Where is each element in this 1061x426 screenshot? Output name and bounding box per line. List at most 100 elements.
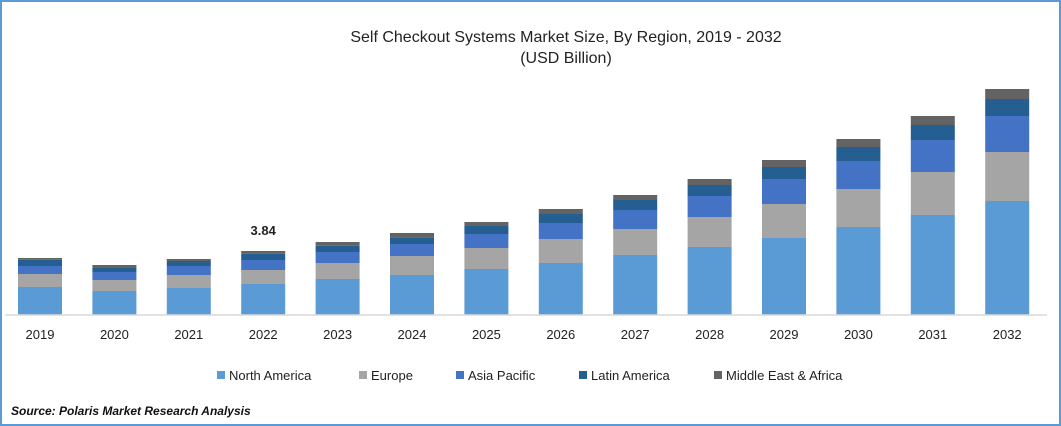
bar-segment-asia-pacific-2029	[762, 179, 806, 204]
x-tick-label-2029: 2029	[770, 327, 799, 342]
x-tick-labels: 2019 2020 2021 2022 2023 2024 2025 2026 2027 2028…	[26, 327, 1022, 342]
bar-segment-asia-pacific-2026	[538, 223, 583, 239]
bar-segment-north-america-2023	[315, 279, 360, 315]
bar-segment-latin-america-2024	[390, 237, 434, 244]
legend-label-latin-america: Latin America	[591, 368, 671, 383]
bar-segment-europe-2032	[985, 152, 1030, 201]
bar-segment-north-america-2021	[166, 288, 211, 315]
chart-subtitle: (USD Billion)	[520, 50, 612, 67]
bar-segment-europe-2030	[836, 189, 881, 227]
bar-segment-latin-america-2029	[762, 167, 806, 179]
bar-segment-europe-2027	[613, 229, 658, 255]
x-tick-label-2024: 2024	[398, 327, 427, 342]
x-tick-label-2022: 2022	[249, 327, 278, 342]
legend-swatch-latin-america	[579, 371, 587, 379]
bar-segment-middle-east-africa-2026	[538, 209, 583, 214]
legend-swatch-middle-east-africa	[714, 371, 722, 379]
bar-segment-north-america-2022	[241, 284, 286, 315]
bar-segment-latin-america-2023	[315, 245, 360, 252]
bar-segment-north-america-2020	[92, 291, 137, 315]
bar-segment-middle-east-africa-2024	[390, 233, 434, 238]
bar-segment-north-america-2028	[687, 247, 732, 315]
bar-segment-europe-2031	[910, 172, 955, 215]
bar-segment-latin-america-2021	[166, 261, 211, 266]
bar-segment-europe-2019	[18, 274, 62, 287]
bar-segment-europe-2020	[92, 280, 137, 291]
bar-segment-asia-pacific-2019	[18, 266, 62, 274]
bar-segment-north-america-2024	[390, 275, 434, 315]
bar-segment-europe-2029	[762, 204, 806, 238]
bar-segment-middle-east-africa-2028	[687, 179, 732, 185]
bar-segment-latin-america-2020	[92, 268, 137, 272]
data-label-2022: 3.84	[251, 223, 277, 238]
x-tick-label-2028: 2028	[695, 327, 724, 342]
x-tick-label-2030: 2030	[844, 327, 873, 342]
bar-segment-middle-east-africa-2023	[315, 242, 360, 246]
bar-segment-latin-america-2019	[18, 259, 62, 266]
legend: North America Europe Asia Pacific Latin Ame…	[217, 368, 843, 383]
legend-label-middle-east-africa: Middle East & Africa	[726, 368, 843, 383]
bar-segment-latin-america-2027	[613, 200, 658, 210]
bar-segment-asia-pacific-2028	[687, 196, 732, 217]
bar-segment-latin-america-2030	[836, 147, 881, 161]
x-tick-label-2027: 2027	[621, 327, 650, 342]
bar-segment-asia-pacific-2032	[985, 116, 1030, 152]
bar-segment-asia-pacific-2030	[836, 161, 881, 189]
bar-segment-middle-east-africa-2021	[166, 259, 211, 261]
bar-segment-middle-east-africa-2025	[464, 222, 509, 226]
x-tick-label-2019: 2019	[26, 327, 55, 342]
source-note: Source: Polaris Market Research Analysis	[11, 404, 251, 418]
bar-segment-asia-pacific-2022	[241, 260, 286, 270]
bar-segment-middle-east-africa-2029	[762, 160, 806, 167]
bar-segment-middle-east-africa-2032	[985, 89, 1030, 99]
legend-label-north-america: North America	[229, 368, 312, 383]
bar-segment-north-america-2026	[538, 263, 583, 315]
bar-segment-asia-pacific-2031	[910, 140, 955, 172]
x-tick-label-2023: 2023	[323, 327, 352, 342]
bar-segment-north-america-2027	[613, 255, 658, 315]
x-tick-label-2025: 2025	[472, 327, 501, 342]
legend-label-asia-pacific: Asia Pacific	[468, 368, 536, 383]
bar-segment-north-america-2030	[836, 227, 881, 315]
legend-swatch-asia-pacific	[456, 371, 464, 379]
bar-segment-middle-east-africa-2019	[18, 258, 62, 260]
bar-segment-europe-2024	[390, 256, 434, 275]
bar-segment-middle-east-africa-2031	[910, 116, 955, 125]
bar-segment-latin-america-2031	[910, 125, 955, 140]
bar-segment-europe-2025	[464, 248, 509, 269]
legend-swatch-europe	[359, 371, 367, 379]
legend-label-europe: Europe	[371, 368, 413, 383]
bar-segment-asia-pacific-2025	[464, 234, 509, 248]
bar-segment-europe-2021	[166, 275, 211, 288]
bar-segment-latin-america-2026	[538, 214, 583, 223]
x-tick-label-2021: 2021	[174, 327, 203, 342]
x-tick-label-2032: 2032	[993, 327, 1022, 342]
bar-segment-asia-pacific-2020	[92, 272, 137, 280]
data-labels: 3.84	[251, 223, 277, 238]
bar-segment-europe-2023	[315, 263, 360, 279]
bar-segment-north-america-2031	[910, 215, 955, 315]
x-tick-label-2026: 2026	[546, 327, 575, 342]
legend-swatch-north-america	[217, 371, 225, 379]
bar-segment-asia-pacific-2024	[390, 244, 434, 256]
x-tick-label-2031: 2031	[918, 327, 947, 342]
chart-title: Self Checkout Systems Market Size, By Re…	[350, 29, 781, 46]
bar-segment-middle-east-africa-2020	[92, 265, 137, 268]
bar-segment-latin-america-2025	[464, 226, 509, 234]
bar-segment-north-america-2019	[18, 287, 62, 315]
bar-segment-latin-america-2028	[687, 185, 732, 196]
bar-segment-europe-2022	[241, 270, 286, 284]
bar-segment-middle-east-africa-2030	[836, 139, 881, 147]
bar-segment-north-america-2029	[762, 238, 806, 315]
x-tick-label-2020: 2020	[100, 327, 129, 342]
bars-group	[18, 89, 1030, 315]
bar-segment-asia-pacific-2027	[613, 210, 658, 229]
bar-segment-north-america-2025	[464, 269, 509, 315]
bar-segment-latin-america-2032	[985, 99, 1030, 116]
bar-segment-europe-2028	[687, 217, 732, 247]
bar-segment-asia-pacific-2023	[315, 252, 360, 263]
bar-segment-middle-east-africa-2027	[613, 195, 658, 200]
bar-segment-north-america-2032	[985, 201, 1030, 315]
